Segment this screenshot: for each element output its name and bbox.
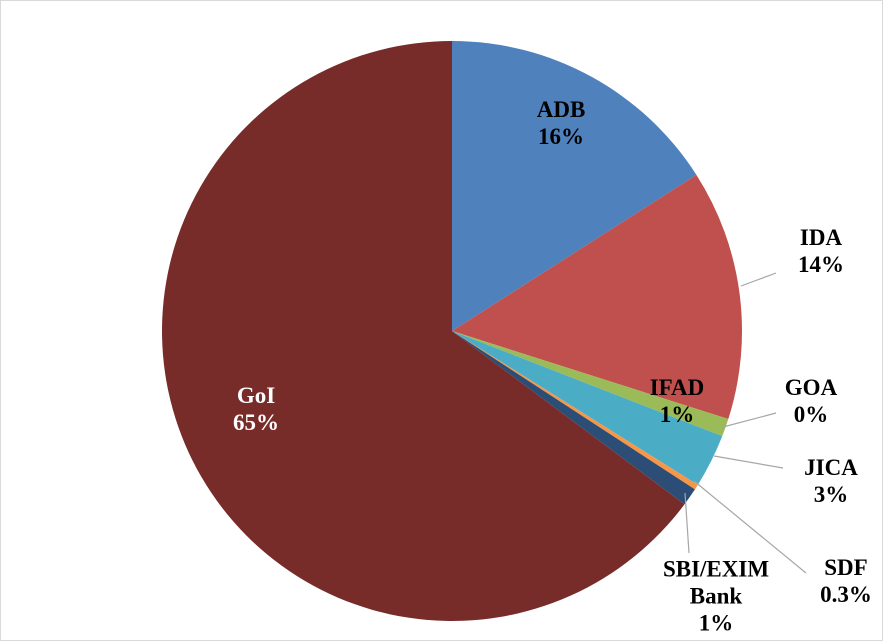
slice-value: 0.3% [820,582,872,607]
slice-value: 14% [798,252,844,277]
slice-label: ADB 16% [461,96,661,150]
pie-slice [452,41,697,331]
slice-label: IFAD 1% [577,374,777,428]
slice-name: SBI/EXIM Bank [662,556,770,609]
slice-label: GoI 65% [156,382,356,436]
pie-slice [452,331,698,490]
slice-name: GOA [784,375,838,400]
slice-name: JICA [804,455,858,480]
slice-label: GOA 0% [711,374,883,428]
slice-name: GoI [236,383,276,408]
slice-value: 1% [698,610,734,636]
leader-line [740,272,777,287]
slice-label: IDA 14% [721,224,883,278]
pie-slice [452,331,723,485]
slice-label: JICA 3% [731,454,883,508]
slice-value: 3% [813,482,849,507]
slice-name: IFAD [649,375,705,400]
slice-value: 1% [659,402,695,427]
leader-line [693,480,807,574]
slice-name: IDA [799,225,843,250]
pie-slice [452,331,729,437]
leader-line [722,412,777,428]
slice-value: 16% [538,124,584,149]
slice-name: SDF [824,555,868,580]
slice-label: SDF 0.3% [746,554,883,608]
slice-value: 65% [233,410,279,435]
slice-value: 0% [793,402,829,427]
slice-name: ADB [536,97,586,122]
pie-slice [161,41,685,621]
pie-slice [452,174,742,420]
pie-slice [452,331,695,505]
leader-line [713,455,784,469]
slice-label: SBI/EXIM Bank 1% [656,556,776,637]
leader-line [684,492,690,554]
